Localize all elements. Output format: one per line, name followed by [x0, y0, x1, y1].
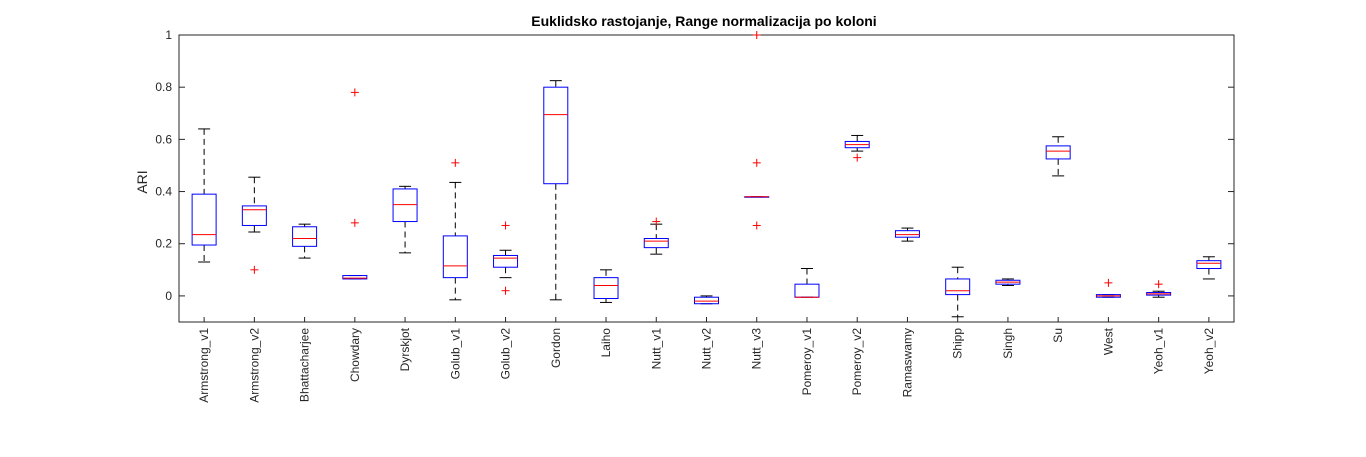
boxes-layer: [191, 31, 1222, 322]
x-tick-label: Yeoh_v1: [1152, 328, 1166, 375]
outlier-marker: [451, 158, 460, 167]
x-tick-label: Dyrskjot: [398, 327, 412, 371]
chart-title: Euklidsko rastojanje, Range normalizacij…: [531, 13, 876, 29]
outlier-marker: [752, 31, 761, 39]
box-group-armstrong_v2: [241, 176, 267, 322]
x-tick-label: Armstrong_v2: [247, 328, 261, 403]
box-group-nutt_v1: [643, 217, 669, 322]
box-iqr: [292, 226, 318, 247]
plot-area-frame: [178, 34, 1235, 323]
box-group-dyrskjot: [392, 185, 418, 322]
x-tick-label: West: [1101, 327, 1115, 355]
y-tick-label: 0.8: [155, 80, 172, 94]
x-axis-labels: Armstrong_v1 Armstrong_v2 Bhattacharjee Cho…: [197, 327, 1216, 402]
box-iqr: [694, 296, 719, 305]
box-group-golub_v2: [493, 221, 519, 322]
box-iqr: [945, 278, 971, 296]
x-tick-label: Armstrong_v1: [197, 328, 211, 403]
box-iqr: [392, 188, 418, 223]
box-iqr: [543, 86, 569, 185]
y-tick-label: 0.4: [155, 185, 172, 199]
outlier-marker: [752, 221, 761, 230]
x-tick-label: Yeoh_v2: [1202, 328, 1216, 375]
box-iqr: [643, 238, 669, 249]
box-group-yeoh_v1: [1146, 280, 1172, 322]
box-group-singh: [995, 278, 1021, 322]
y-tick-label: 0: [165, 289, 172, 303]
box-group-pomeroy_v2: [844, 134, 870, 322]
x-tick-label: Pomeroy_v2: [850, 328, 864, 396]
box-iqr: [241, 205, 267, 226]
outlier-marker: [752, 158, 761, 167]
outlier-marker: [1154, 280, 1163, 289]
box-iqr: [191, 193, 217, 246]
box-group-gordon: [543, 80, 569, 322]
outlier-marker: [1104, 278, 1113, 287]
box-group-nutt_v2: [694, 295, 719, 322]
box-group-west: [1095, 278, 1121, 322]
x-tick-label: Nutt_v1: [649, 328, 663, 370]
box-group-bhattacharjee: [292, 223, 318, 322]
box-group-laiho: [593, 269, 619, 322]
x-tick-label: Laiho: [599, 328, 613, 358]
box-iqr: [442, 235, 468, 279]
x-tick-label: Singh: [1001, 328, 1015, 359]
box-group-nutt_v3: [744, 31, 770, 322]
box-iqr: [593, 277, 619, 300]
y-tick-label: 0.2: [155, 237, 172, 251]
x-tick-label: Bhattacharjee: [298, 328, 312, 402]
x-tick-label: Golub_v2: [499, 328, 513, 380]
box-group-pomeroy_v1: [794, 268, 820, 322]
outlier-marker: [853, 153, 862, 162]
box-group-chowdary: [342, 88, 368, 322]
box-iqr: [1196, 260, 1222, 270]
outlier-marker: [501, 286, 510, 295]
box-group-shipp: [945, 266, 971, 322]
y-axis-label: ARI: [134, 170, 150, 193]
x-tick-label: Golub_v1: [448, 328, 462, 380]
x-tick-label: Gordon: [549, 328, 563, 368]
box-iqr: [342, 275, 368, 280]
box-iqr: [894, 230, 920, 238]
x-tick-label: Shipp: [951, 328, 965, 359]
box-group-su: [1045, 136, 1071, 322]
outlier-marker: [350, 88, 359, 97]
outlier-marker: [501, 221, 510, 230]
outlier-marker: [250, 265, 259, 274]
outlier-marker: [652, 217, 661, 226]
box-group-golub_v1: [442, 158, 468, 322]
x-tick-label: Ramaswamy: [900, 328, 914, 397]
x-tick-label: Nutt_v2: [700, 328, 714, 370]
x-tick-label: Chowdary: [348, 328, 362, 382]
y-tick-label: 1: [165, 28, 172, 42]
box-iqr: [493, 254, 519, 268]
box-group-armstrong_v1: [191, 128, 217, 322]
y-axis-ticks: 0 0.2 0.4 0.6 0.8 1: [155, 28, 1234, 303]
outlier-marker: [350, 218, 359, 227]
x-tick-label: Nutt_v3: [750, 328, 764, 370]
x-tick-label: Pomeroy_v1: [800, 328, 814, 396]
y-tick-label: 0.6: [155, 132, 172, 146]
box-group-yeoh_v2: [1196, 256, 1222, 322]
box-iqr: [1045, 145, 1071, 160]
x-tick-label: Su: [1051, 328, 1065, 343]
box-group-ramaswamy: [894, 227, 920, 322]
